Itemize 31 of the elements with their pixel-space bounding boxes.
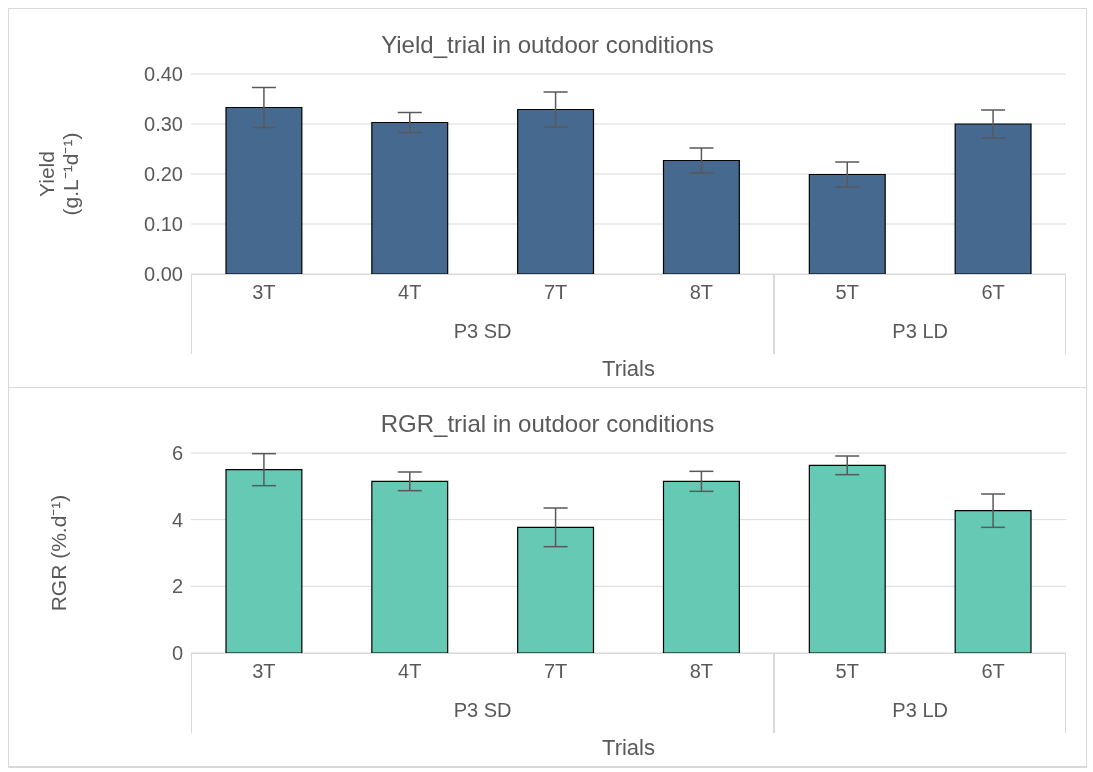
text: P3 SD bbox=[452, 320, 513, 343]
y-tick-label: 0.10 bbox=[144, 213, 183, 236]
y-tick-label: 4 bbox=[171, 508, 183, 531]
x-axis-title: Trials bbox=[601, 356, 656, 382]
text: P3 LD bbox=[891, 320, 949, 343]
x-tick-label: 3T bbox=[251, 281, 277, 304]
y-tick-label: 0.30 bbox=[144, 113, 183, 136]
x-tick-label: 4T bbox=[397, 281, 423, 304]
y-tick-label: 0 bbox=[171, 642, 183, 665]
y-tick-label: 6 bbox=[171, 442, 183, 465]
y-tick-label: 0.40 bbox=[144, 63, 183, 86]
x-tick-label: 6T bbox=[980, 660, 1006, 683]
x-tick-label: 7T bbox=[542, 281, 569, 304]
x-tick-label: 6T bbox=[980, 281, 1006, 304]
y-axis-title: RGR (%.d⁻¹) bbox=[47, 493, 71, 614]
x-tick-label: 5T bbox=[834, 281, 860, 304]
text: P3 LD bbox=[891, 699, 949, 722]
x-axis-title: Trials bbox=[601, 735, 656, 761]
chart-title: RGR_trial in outdoor conditions bbox=[379, 410, 716, 438]
y-tick-label: 0.00 bbox=[144, 263, 183, 286]
x-tick-label: 8T bbox=[688, 660, 715, 683]
x-tick-label: 5T bbox=[834, 660, 860, 683]
x-tick-label: 7T bbox=[542, 660, 569, 683]
x-tick-label: 8T bbox=[688, 281, 715, 304]
y-tick-label: 2 bbox=[171, 575, 183, 598]
chart-title: Yield_trial in outdoor conditions bbox=[380, 31, 715, 59]
y-axis-title: Yield (g.L⁻¹d⁻¹) bbox=[35, 131, 83, 218]
text: P3 SD bbox=[452, 699, 513, 722]
y-tick-label: 0.20 bbox=[144, 163, 183, 186]
x-tick-label: 3T bbox=[251, 660, 277, 683]
x-tick-label: 4T bbox=[397, 660, 423, 683]
